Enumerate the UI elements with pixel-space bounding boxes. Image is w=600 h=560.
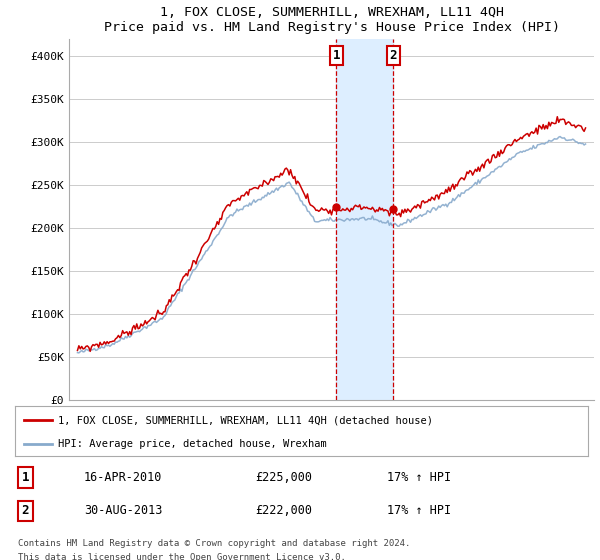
Title: 1, FOX CLOSE, SUMMERHILL, WREXHAM, LL11 4QH
Price paid vs. HM Land Registry's Ho: 1, FOX CLOSE, SUMMERHILL, WREXHAM, LL11 … xyxy=(104,6,560,34)
Text: Contains HM Land Registry data © Crown copyright and database right 2024.: Contains HM Land Registry data © Crown c… xyxy=(18,539,410,548)
Text: 2: 2 xyxy=(22,505,29,517)
Text: 17% ↑ HPI: 17% ↑ HPI xyxy=(388,471,452,484)
Text: 17% ↑ HPI: 17% ↑ HPI xyxy=(388,505,452,517)
Text: 1, FOX CLOSE, SUMMERHILL, WREXHAM, LL11 4QH (detached house): 1, FOX CLOSE, SUMMERHILL, WREXHAM, LL11 … xyxy=(58,415,433,425)
Text: 1: 1 xyxy=(332,49,340,62)
Text: £222,000: £222,000 xyxy=(256,505,313,517)
Text: 2: 2 xyxy=(390,49,397,62)
Bar xyxy=(337,39,394,400)
Text: £225,000: £225,000 xyxy=(256,471,313,484)
Text: 16-APR-2010: 16-APR-2010 xyxy=(84,471,162,484)
Text: 30-AUG-2013: 30-AUG-2013 xyxy=(84,505,162,517)
Text: HPI: Average price, detached house, Wrexham: HPI: Average price, detached house, Wrex… xyxy=(58,439,327,449)
Text: This data is licensed under the Open Government Licence v3.0.: This data is licensed under the Open Gov… xyxy=(18,553,346,560)
Text: 1: 1 xyxy=(22,471,29,484)
